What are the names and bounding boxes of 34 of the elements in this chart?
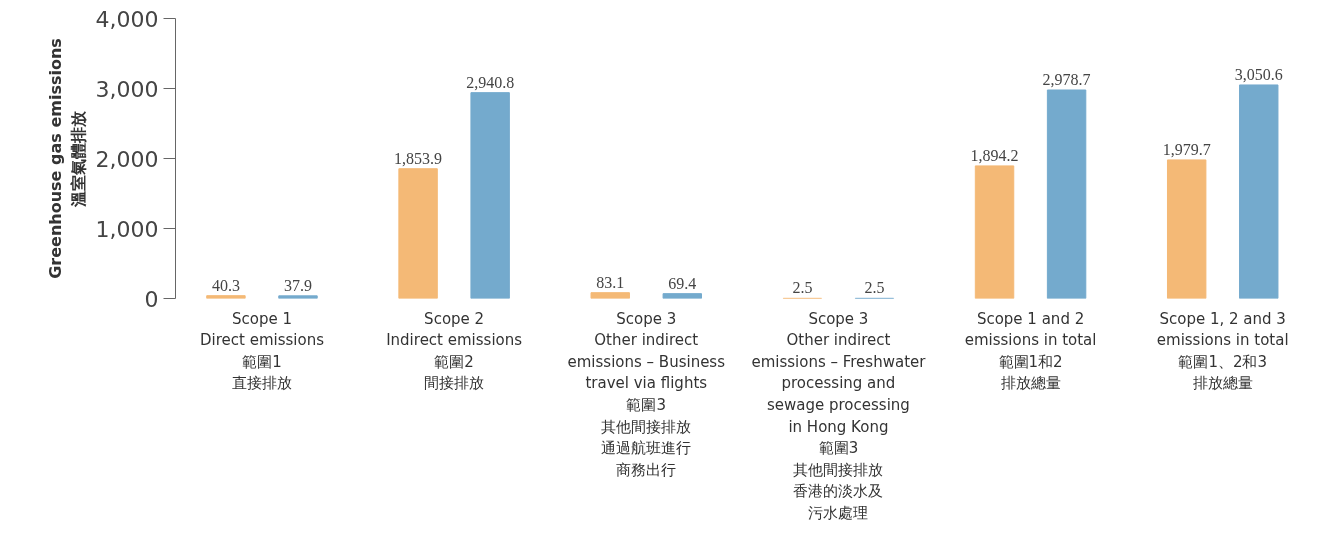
- bar: [590, 292, 630, 299]
- data-label: 2,940.8: [466, 73, 515, 91]
- data-label: 2,978.7: [1042, 70, 1091, 88]
- y-tick-label: 3,000: [95, 76, 159, 102]
- data-label: 3,050.6: [1234, 65, 1283, 83]
- bar: [398, 168, 438, 299]
- data-label: 69.4: [668, 274, 697, 292]
- x-tick-label: Scope 1, 2 and 3 emissions in total 範圍1、2和3 排放總量: [1156, 309, 1289, 393]
- y-tick-label: 4,000: [95, 6, 159, 32]
- x-tick-label: Scope 1 and 2 emissions in total 範圍1和2 排放總量: [964, 309, 1097, 393]
- x-tick-label: Scope 2 Indirect emissions 範圍2 間接排放: [386, 309, 523, 393]
- x-tick-label: Scope 3 Other indirect emissions – Business travel via flights 範圍3 其他間接排放通過航班進行商務出行: [567, 309, 726, 479]
- data-label: 83.1: [596, 273, 625, 291]
- data-label: 1,894.2: [970, 146, 1019, 164]
- bar: [974, 165, 1015, 299]
- data-label: 2.5: [792, 279, 813, 297]
- y-tick-label: 2,000: [95, 146, 159, 172]
- y-tick-label: 0: [144, 286, 159, 312]
- y-tick-label: 1,000: [95, 216, 159, 242]
- category-label: Scope 3 Other indirect emissions – Freshwater processing and sewage processing in Hong Kong 範圍3 其他間接排放香港的淡水及污水處理: [751, 309, 926, 522]
- data-label: 2.5: [864, 279, 885, 297]
- y-axis-title: Greenhouse gas emissions 溫室氣體排放: [45, 38, 88, 279]
- data-label: 37.9: [284, 276, 312, 294]
- bar: [206, 295, 246, 299]
- bar: [278, 295, 318, 299]
- bar: [470, 92, 510, 299]
- x-tick-label: Scope 1 Direct emissions 範圍1 直接排放: [199, 309, 325, 393]
- bar: [1239, 84, 1279, 299]
- bar: [662, 293, 703, 299]
- bar: [1046, 89, 1087, 299]
- data-label: 1,853.9: [394, 149, 443, 167]
- data-label: 1,979.7: [1162, 140, 1211, 158]
- data-label: 40.3: [211, 276, 240, 294]
- bar: [1166, 159, 1207, 299]
